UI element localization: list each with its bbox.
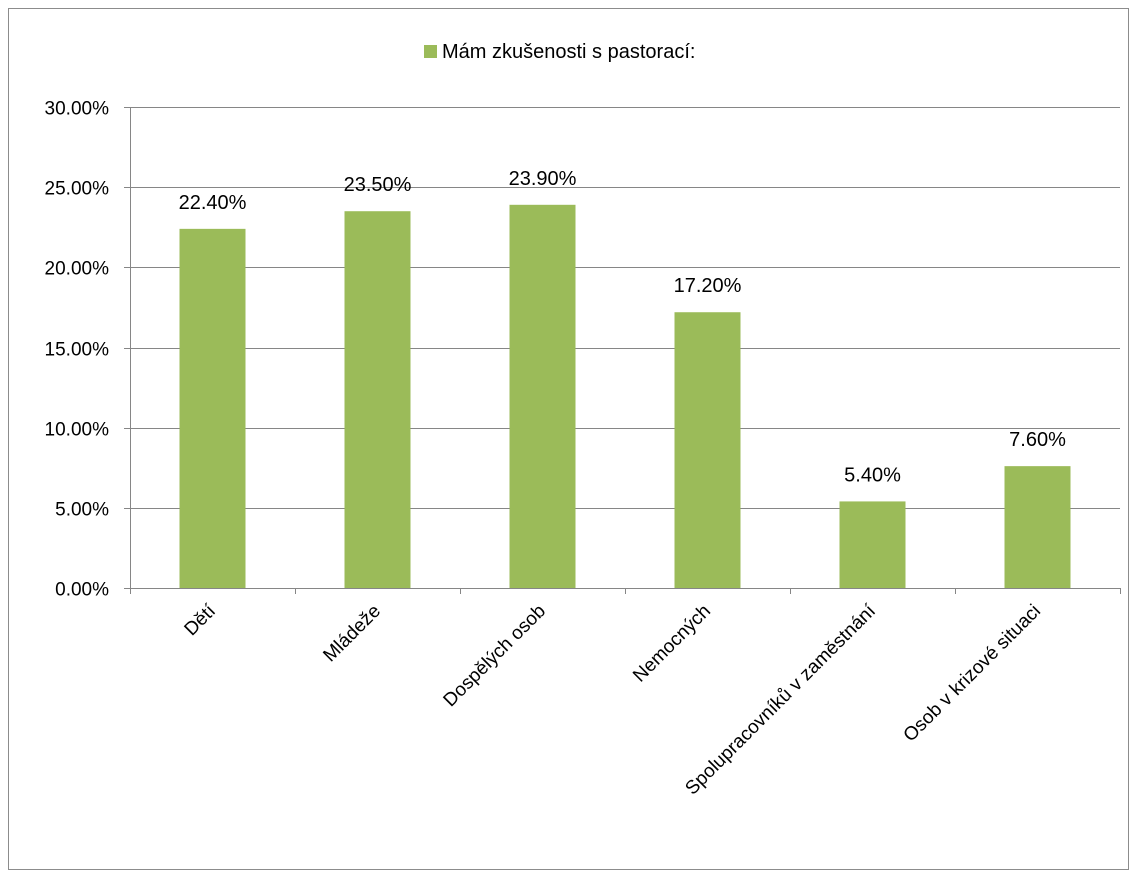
data-label: 5.40%: [844, 464, 901, 486]
data-label: 22.40%: [179, 192, 247, 214]
data-label: 17.20%: [674, 275, 742, 297]
y-tick-labels: 0.00% 5.00% 10.00% 15.00% 20.00% 25.00% 30.00%: [45, 99, 110, 601]
bars: [179, 204, 1071, 588]
legend-label: Mám zkušenosti s pastorací:: [442, 41, 695, 63]
bar: [839, 501, 906, 588]
data-labels: 22.40% 23.50% 23.90% 17.20% 5.40% 7.60%: [179, 168, 1066, 487]
bar: [509, 204, 576, 588]
data-label: 7.60%: [1009, 429, 1066, 451]
bar: [674, 312, 741, 588]
y-tick-label: 0.00%: [55, 580, 109, 601]
y-tick-label: 10.00%: [45, 420, 110, 441]
axes: [124, 107, 1121, 594]
legend-swatch: [424, 45, 437, 58]
legend: Mám zkušenosti s pastorací:: [424, 41, 695, 63]
bar: [344, 211, 411, 588]
y-tick-label: 15.00%: [45, 340, 110, 361]
data-label: 23.50%: [344, 174, 412, 196]
bar: [179, 228, 246, 588]
data-label: 23.90%: [509, 168, 577, 190]
y-tick-label: 5.00%: [55, 500, 109, 521]
y-tick-label: 20.00%: [45, 259, 110, 280]
gridlines: [130, 107, 1120, 509]
bar: [1004, 466, 1071, 588]
y-tick-label: 30.00%: [45, 99, 110, 120]
y-tick-label: 25.00%: [45, 179, 110, 200]
